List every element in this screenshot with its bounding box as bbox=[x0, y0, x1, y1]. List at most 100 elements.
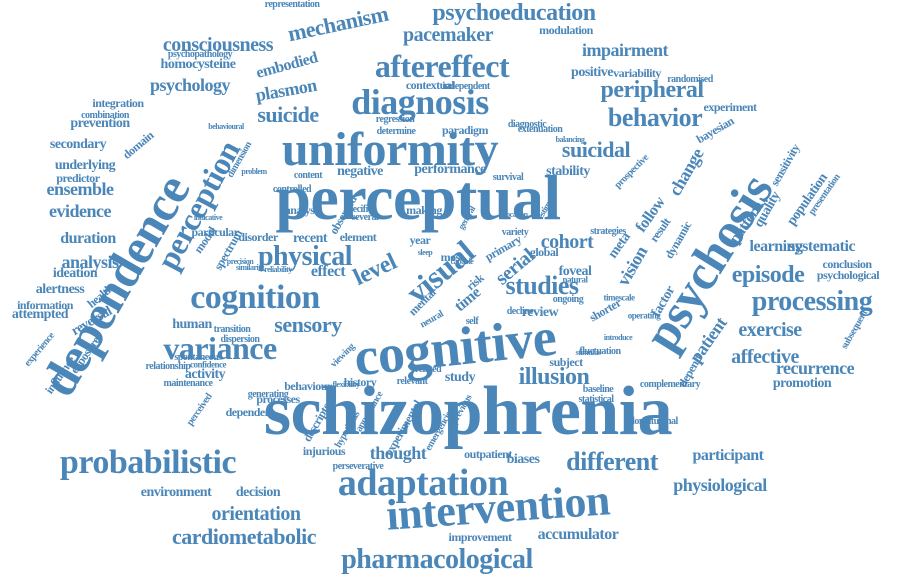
cloud-word: suicidal bbox=[561, 137, 631, 162]
cloud-word: analysis bbox=[61, 252, 119, 272]
cloud-word: cognition bbox=[190, 279, 320, 316]
cloud-word: dispersion bbox=[220, 334, 260, 345]
cloud-word: conclusion bbox=[822, 257, 872, 271]
cloud-word: specific bbox=[344, 204, 372, 215]
cloud-word: processes bbox=[256, 392, 300, 406]
cloud-word: pharmacological bbox=[341, 544, 533, 575]
cloud-word: diagnosis bbox=[351, 82, 489, 122]
cloud-word: longitudinal bbox=[632, 416, 678, 427]
cloud-word: exercise bbox=[738, 319, 802, 341]
cloud-word: performance bbox=[414, 162, 486, 177]
cloud-word: several bbox=[351, 212, 379, 223]
cloud-word: transition bbox=[213, 324, 251, 335]
cloud-word: complementary bbox=[639, 379, 701, 390]
cloud-word: prevention bbox=[70, 116, 130, 131]
cloud-word: accumulator bbox=[537, 526, 619, 543]
cloud-word: perseverative bbox=[332, 461, 384, 472]
cloud-word: secondary bbox=[49, 137, 107, 152]
cloud-word: pacemaker bbox=[403, 24, 493, 46]
cloud-word: maintenance bbox=[163, 378, 213, 389]
cloud-word: self bbox=[465, 316, 479, 327]
cloud-word: suicide bbox=[257, 102, 319, 127]
cloud-word: variety bbox=[501, 227, 529, 238]
cloud-word: ensemble bbox=[46, 179, 115, 199]
cloud-word: studies bbox=[505, 271, 579, 300]
cloud-word: precision bbox=[226, 257, 254, 266]
cloud-word: alertness bbox=[35, 282, 85, 297]
cloud-word: problem bbox=[241, 167, 267, 176]
cloud-word: subject bbox=[549, 355, 583, 369]
cloud-word: human bbox=[172, 317, 212, 332]
cloud-word: behavior bbox=[607, 103, 703, 132]
cloud-word: history bbox=[343, 375, 377, 389]
cloud-word: independent bbox=[442, 81, 490, 92]
cloud-word: survival bbox=[492, 172, 524, 183]
cloud-word: negative bbox=[337, 164, 383, 179]
cloud-word: positive bbox=[571, 65, 613, 80]
cloud-word: effect bbox=[310, 263, 346, 280]
cloud-word: level bbox=[349, 248, 401, 292]
cloud-word: stability bbox=[546, 164, 590, 179]
cloud-word: adaptation bbox=[337, 462, 509, 504]
cloud-word: improvement bbox=[448, 530, 512, 544]
cloud-word: fluctuation bbox=[579, 346, 621, 357]
cloud-word: confidence bbox=[190, 359, 227, 370]
cloud-word: related bbox=[414, 364, 442, 375]
cloud-word: perceptual bbox=[275, 162, 561, 233]
cloud-word: year bbox=[409, 233, 431, 247]
cloud-word: peripheral bbox=[600, 77, 705, 103]
cloud-word: paradigm bbox=[441, 123, 489, 137]
cloud-word: outpatient bbox=[464, 447, 512, 461]
cloud-word: decline bbox=[506, 306, 534, 317]
cloud-word: integration bbox=[92, 96, 144, 110]
cloud-word: homocysteine bbox=[160, 57, 236, 72]
cloud-word: natural bbox=[562, 274, 588, 285]
cloud-word: variability bbox=[613, 66, 661, 80]
cloud-word: episode bbox=[731, 262, 805, 288]
cloud-word: review bbox=[521, 305, 559, 320]
cloud-word: indicative bbox=[193, 213, 223, 222]
cloud-word: similarity bbox=[236, 263, 264, 272]
cloud-word: decision bbox=[235, 485, 281, 500]
cloud-word: affective bbox=[731, 346, 799, 368]
cloud-word: learning bbox=[749, 238, 803, 255]
cloud-word: duration bbox=[60, 230, 116, 247]
cloud-word: representation bbox=[264, 0, 320, 10]
cloud-word: activity bbox=[184, 367, 226, 382]
cloud-word: relevant bbox=[396, 376, 428, 387]
cloud-word: change bbox=[664, 144, 708, 200]
cloud-word: cohort bbox=[540, 231, 594, 253]
cloud-word: contextual bbox=[405, 78, 455, 92]
cloud-word: domain bbox=[119, 128, 157, 162]
cloud-word: biases bbox=[506, 452, 540, 467]
cloud-word: analyse bbox=[284, 203, 320, 217]
cloud-word: psychoeducation bbox=[432, 0, 596, 26]
cloud-word: content bbox=[293, 170, 323, 181]
cloud-word: participant bbox=[692, 447, 764, 464]
cloud-word: stimulus bbox=[575, 348, 601, 357]
cloud-word: reliability bbox=[264, 265, 292, 274]
cloud-word: baseline bbox=[582, 384, 614, 395]
cloud-word: controlled bbox=[272, 184, 312, 195]
cloud-word: information bbox=[17, 298, 73, 312]
cloud-word: flexibility bbox=[332, 380, 360, 389]
cloud-word: spontaneous bbox=[174, 352, 222, 363]
cloud-word: impairment bbox=[582, 40, 668, 60]
cloud-word: determine bbox=[376, 126, 416, 137]
cloud-word: global bbox=[529, 245, 559, 259]
cloud-word: environment bbox=[140, 485, 212, 500]
cloud-word: thought bbox=[369, 443, 427, 463]
cloud-word: uniformity bbox=[281, 123, 499, 176]
cloud-word: element bbox=[339, 230, 377, 244]
cloud-word: attempted bbox=[11, 307, 69, 322]
cloud-word: predictor bbox=[56, 171, 100, 185]
cloud-word: time bbox=[451, 284, 484, 316]
cloud-word: consciousness bbox=[162, 34, 274, 56]
cloud-word: perceived bbox=[184, 391, 215, 428]
cloud-word: introduce bbox=[603, 333, 633, 342]
cloud-word: aftereffect bbox=[374, 48, 510, 84]
cloud-word: psychological bbox=[816, 268, 880, 282]
cloud-word: regression bbox=[375, 114, 415, 125]
cloud-word: recent bbox=[292, 231, 328, 246]
cloud-word: schizophrenia bbox=[263, 373, 673, 450]
